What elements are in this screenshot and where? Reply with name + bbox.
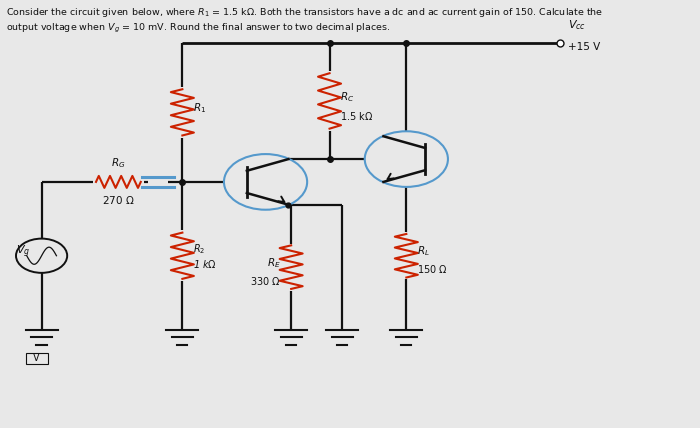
Text: $R_E$: $R_E$ [267, 256, 281, 270]
Text: +15 V: +15 V [568, 42, 600, 51]
Text: $R_1$: $R_1$ [193, 101, 206, 115]
Text: V: V [33, 353, 40, 363]
Text: $V_g$: $V_g$ [16, 243, 30, 260]
Text: $R_G$: $R_G$ [111, 156, 125, 170]
Text: $R_C$: $R_C$ [340, 90, 354, 104]
Text: 270 $\Omega$: 270 $\Omega$ [102, 194, 134, 206]
Circle shape [224, 154, 307, 210]
Text: output voltage when $V_g$ = 10 mV. Round the final answer to two decimal places.: output voltage when $V_g$ = 10 mV. Round… [6, 22, 391, 36]
Text: $R_L$: $R_L$ [416, 244, 429, 259]
Text: 150 $\Omega$: 150 $\Omega$ [416, 264, 447, 276]
Text: $Q_2$: $Q_2$ [429, 148, 443, 162]
Text: $V_{cc}$: $V_{cc}$ [568, 18, 586, 32]
Text: 330 $\Omega$: 330 $\Omega$ [250, 275, 281, 287]
Text: 1.5 k$\Omega$: 1.5 k$\Omega$ [340, 110, 373, 122]
Text: $R_2$
1 k$\Omega$: $R_2$ 1 k$\Omega$ [193, 242, 216, 270]
Text: Consider the circuit given below, where $R_1$ = 1.5 kΩ. Both the transistors hav: Consider the circuit given below, where … [6, 6, 603, 19]
Circle shape [365, 131, 448, 187]
Text: $Q_1$: $Q_1$ [288, 171, 302, 184]
